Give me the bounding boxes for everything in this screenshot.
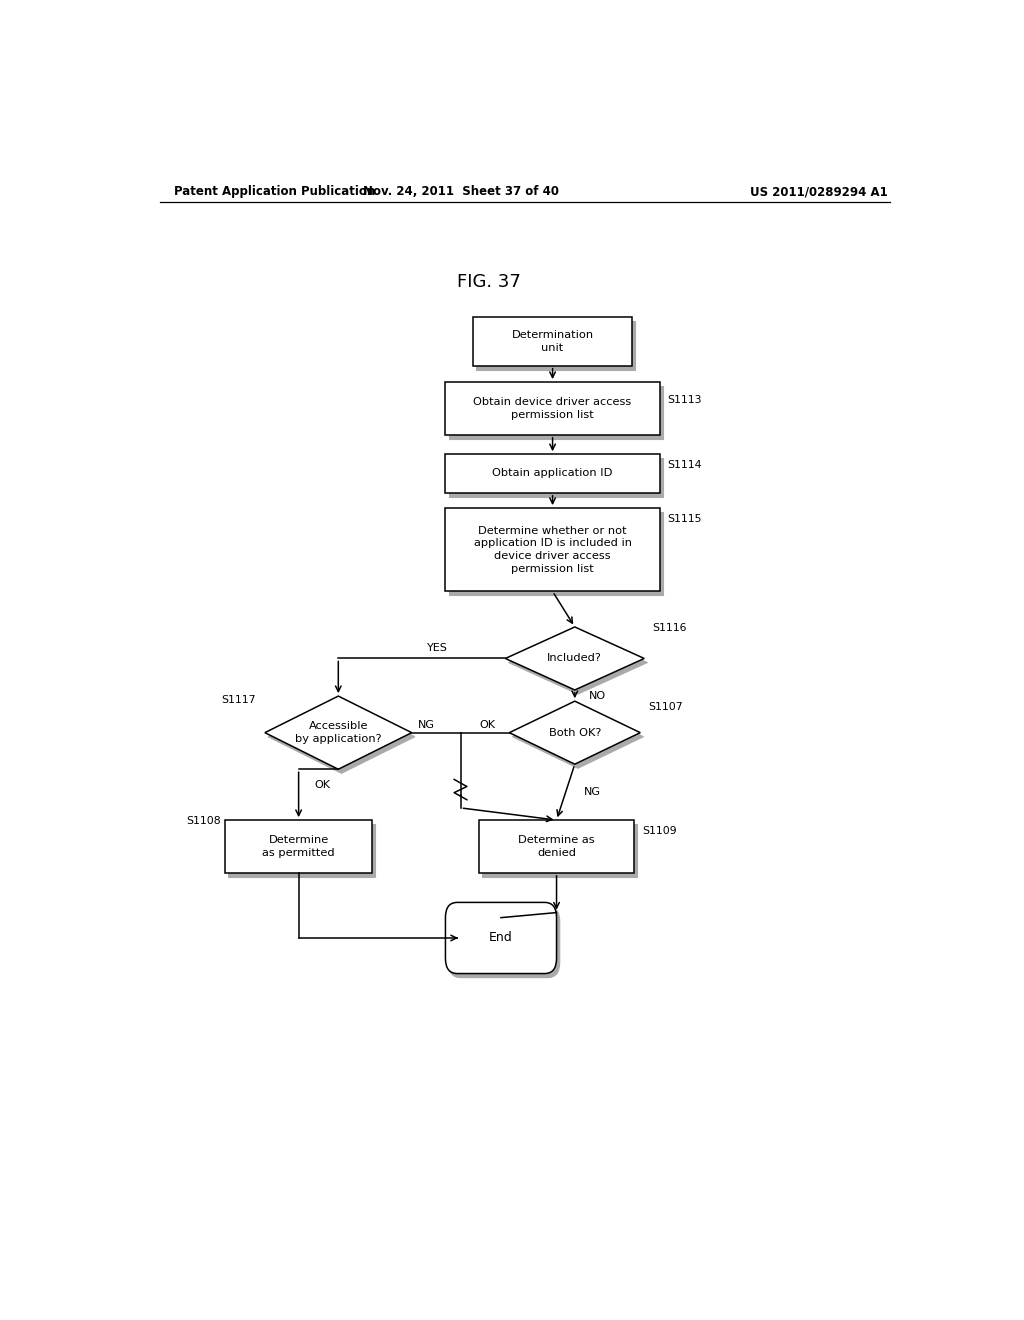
Text: NG: NG [418,719,434,730]
Polygon shape [509,701,640,764]
Text: US 2011/0289294 A1: US 2011/0289294 A1 [750,185,888,198]
Text: S1115: S1115 [668,515,702,524]
Text: S1117: S1117 [221,696,256,705]
FancyBboxPatch shape [476,321,635,370]
Text: S1109: S1109 [642,826,677,837]
Text: OK: OK [479,719,495,730]
Text: NO: NO [589,690,606,701]
Text: S1116: S1116 [652,623,687,634]
Text: NG: NG [585,787,601,797]
FancyBboxPatch shape [449,512,663,595]
FancyBboxPatch shape [449,458,663,496]
FancyBboxPatch shape [449,385,663,440]
Text: S1108: S1108 [186,816,221,826]
Text: S1113: S1113 [668,395,702,405]
Text: YES: YES [427,643,449,653]
FancyBboxPatch shape [445,381,659,434]
FancyBboxPatch shape [473,317,632,366]
Text: Patent Application Publication: Patent Application Publication [174,185,375,198]
FancyBboxPatch shape [225,820,372,873]
Text: Determine as
denied: Determine as denied [518,836,595,858]
Text: S1114: S1114 [668,461,702,470]
Text: Included?: Included? [548,653,602,664]
Text: Obtain device driver access
permission list: Obtain device driver access permission l… [473,397,632,420]
Polygon shape [512,705,643,768]
Text: Accessible
by application?: Accessible by application? [295,722,382,744]
FancyBboxPatch shape [482,824,637,876]
Text: Determine
as permitted: Determine as permitted [262,836,335,858]
Text: Determination
unit: Determination unit [512,330,594,352]
Polygon shape [265,696,412,770]
Text: Nov. 24, 2011  Sheet 37 of 40: Nov. 24, 2011 Sheet 37 of 40 [364,185,559,198]
Polygon shape [506,627,644,690]
Text: OK: OK [314,780,331,789]
FancyBboxPatch shape [228,824,375,876]
Text: Determine whether or not
application ID is included in
device driver access
perm: Determine whether or not application ID … [473,525,632,574]
FancyBboxPatch shape [449,907,560,978]
Polygon shape [268,700,415,774]
FancyBboxPatch shape [479,820,634,873]
Text: Obtain application ID: Obtain application ID [493,469,612,478]
Text: Both OK?: Both OK? [549,727,601,738]
Text: FIG. 37: FIG. 37 [457,273,521,292]
Text: End: End [489,932,513,945]
FancyBboxPatch shape [445,508,659,591]
Polygon shape [509,631,647,694]
FancyBboxPatch shape [445,903,557,974]
Text: S1107: S1107 [648,702,683,713]
FancyBboxPatch shape [445,454,659,492]
